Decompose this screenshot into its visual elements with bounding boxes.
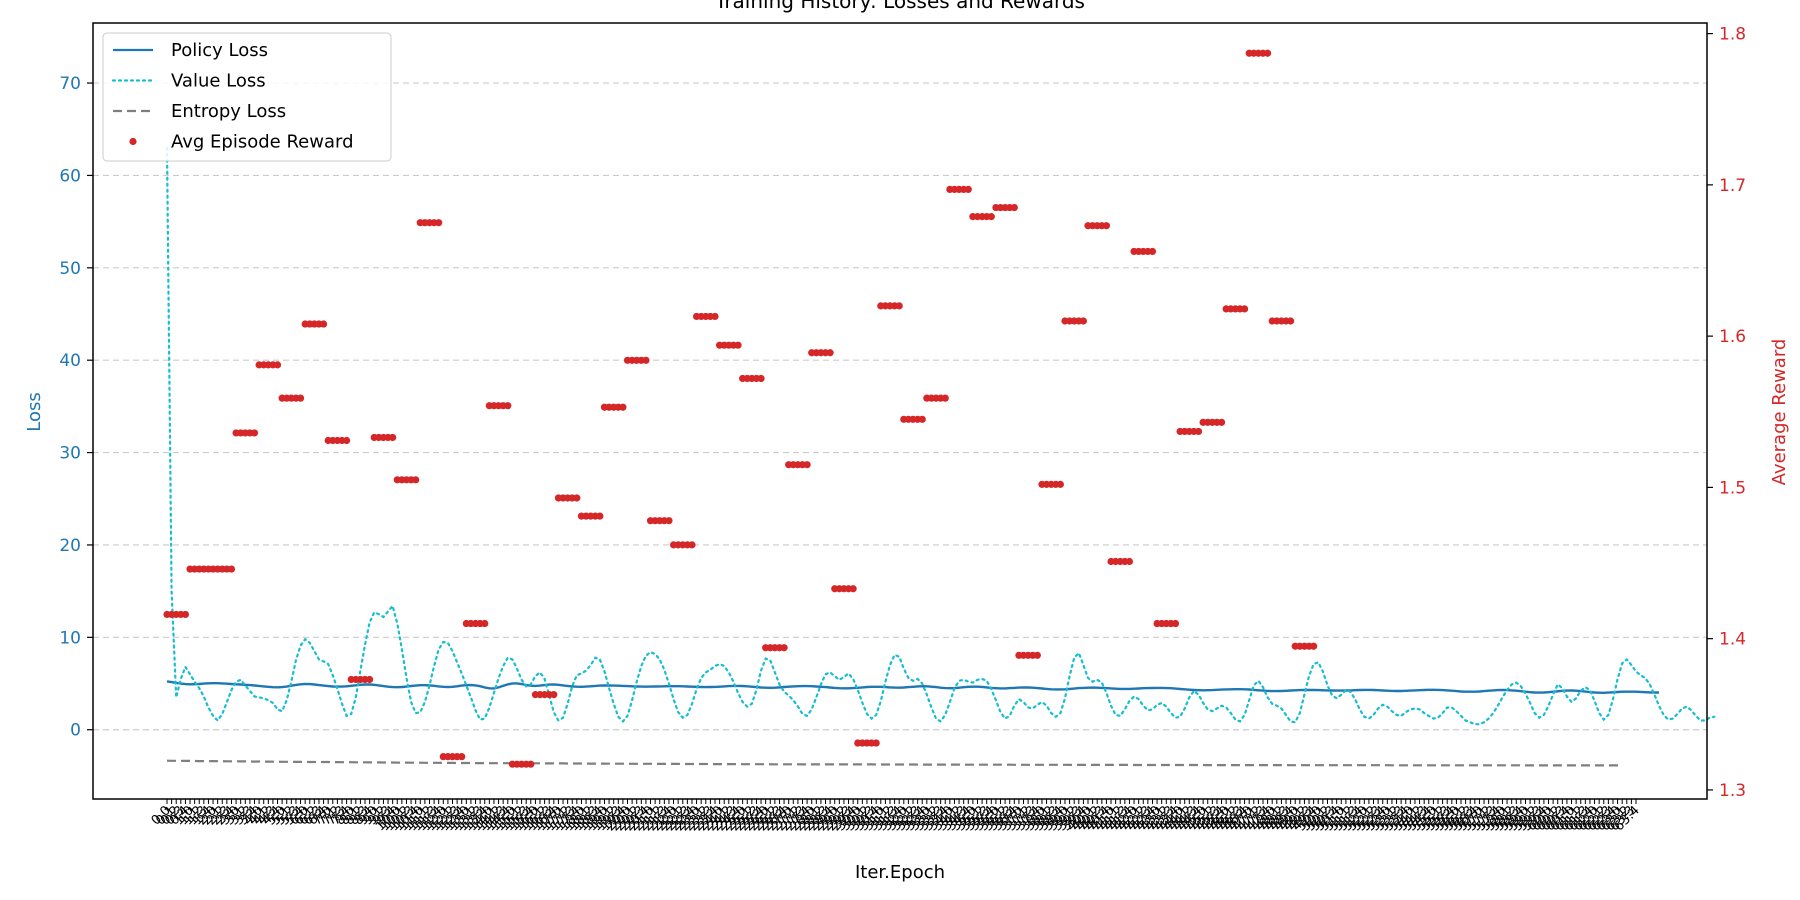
legend-label: Entropy Loss xyxy=(171,101,286,122)
reward-point xyxy=(1194,427,1203,436)
left-tick-label: 70 xyxy=(59,74,81,94)
reward-point xyxy=(389,433,397,442)
right-tick-label: 1.7 xyxy=(1719,176,1746,196)
reward-point xyxy=(895,302,903,310)
right-axis-label: Average Reward xyxy=(1769,339,1790,486)
reward-point xyxy=(181,610,190,619)
reward-point xyxy=(1310,642,1318,650)
chart-title: Training History: Losses and Rewards xyxy=(714,0,1085,13)
reward-point xyxy=(504,402,512,410)
left-tick-label: 40 xyxy=(59,351,81,371)
policy-loss-line xyxy=(166,680,1659,695)
reward-point xyxy=(1125,557,1134,566)
reward-point xyxy=(941,394,949,402)
reward-point xyxy=(734,341,742,349)
right-tick-label: 1.5 xyxy=(1719,478,1746,498)
reward-point xyxy=(780,644,788,652)
x-axis: 0.00.10.20.30.41.01.11.21.31.42.02.12.22… xyxy=(149,799,1643,834)
reward-point xyxy=(1287,317,1295,325)
reward-point xyxy=(665,517,673,525)
reward-point xyxy=(481,619,489,628)
plot-series xyxy=(163,49,1716,768)
reward-point xyxy=(849,585,857,593)
legend-label: Value Loss xyxy=(171,71,266,92)
legend-box xyxy=(102,32,392,162)
x-axis-label: Iter.Epoch xyxy=(855,862,945,883)
right-y-axis: 1.3 1.4 1.5 1.6 1.7 1.8 xyxy=(1707,25,1746,801)
reward-point xyxy=(803,461,811,469)
reward-point xyxy=(1171,619,1180,628)
left-tick-label: 30 xyxy=(59,444,81,464)
reward-point xyxy=(872,739,880,747)
right-tick-label: 1.6 xyxy=(1719,327,1746,347)
reward-point xyxy=(964,185,972,193)
reward-point xyxy=(550,691,558,699)
reward-point xyxy=(642,356,650,364)
reward-point xyxy=(227,565,236,573)
reward-point xyxy=(1217,418,1226,426)
reward-point xyxy=(527,760,535,768)
reward-point xyxy=(918,415,926,423)
left-y-axis: 0 10 20 30 40 50 60 70 xyxy=(59,74,93,741)
reward-point xyxy=(458,753,466,761)
legend-label: Policy Loss xyxy=(171,40,268,61)
reward-point xyxy=(1148,247,1157,256)
reward-point xyxy=(435,219,443,227)
reward-point xyxy=(342,436,351,445)
left-tick-label: 60 xyxy=(59,166,81,186)
right-tick-label: 1.4 xyxy=(1719,630,1746,650)
left-axis-label: Loss xyxy=(24,392,45,431)
reward-point xyxy=(1056,480,1064,488)
right-tick-label: 1.8 xyxy=(1719,25,1746,45)
reward-point xyxy=(1033,651,1041,659)
reward-point xyxy=(296,394,305,402)
reward-point xyxy=(619,403,627,411)
left-tick-label: 0 xyxy=(70,721,81,741)
legend-label: Avg Episode Reward xyxy=(171,132,354,153)
left-tick-label: 10 xyxy=(59,628,81,648)
reward-point xyxy=(1240,305,1249,313)
left-tick-label: 50 xyxy=(59,259,81,279)
right-tick-label: 1.3 xyxy=(1719,781,1746,801)
reward-point xyxy=(1263,49,1272,57)
value-loss-line xyxy=(165,146,1716,726)
reward-point xyxy=(757,374,765,383)
reward-point xyxy=(366,675,374,684)
entropy-loss-line xyxy=(166,759,1623,767)
left-tick-label: 20 xyxy=(59,536,81,556)
legend: Policy Loss Value Loss Entropy Loss Avg Epi… xyxy=(102,32,392,162)
reward-point xyxy=(1102,222,1111,230)
reward-point xyxy=(826,349,834,357)
reward-point xyxy=(273,361,282,369)
reward-point xyxy=(987,213,995,221)
reward-point xyxy=(1079,317,1087,325)
reward-point xyxy=(573,494,581,502)
legend-marker xyxy=(129,137,137,146)
reward-point xyxy=(596,512,604,520)
grid-lines xyxy=(93,82,1707,731)
reward-point xyxy=(1010,203,1018,212)
plot-frame xyxy=(92,22,1708,800)
reward-point xyxy=(319,320,328,328)
reward-point xyxy=(688,541,696,549)
reward-point xyxy=(711,312,719,321)
reward-point xyxy=(412,476,420,484)
reward-point xyxy=(250,429,259,437)
